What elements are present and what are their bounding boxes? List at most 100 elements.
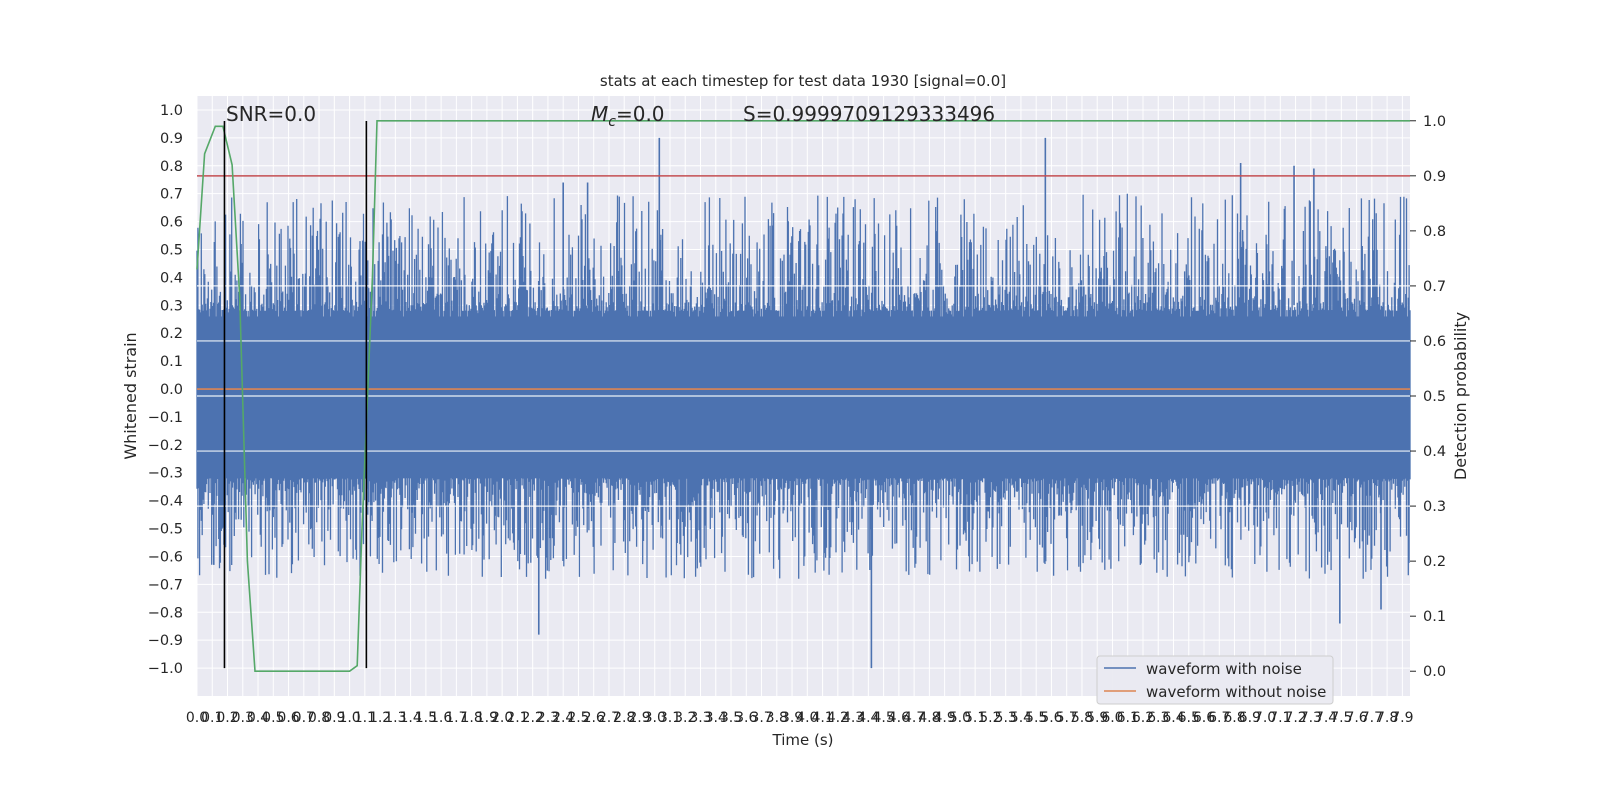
- x-tick-label: 0.1: [201, 710, 223, 726]
- x-tick-label: 0.5: [262, 710, 284, 726]
- y2-tick-label: 0.9: [1423, 169, 1446, 185]
- x-tick-label: 0.0: [186, 710, 208, 726]
- x-tick-label: 5.0: [949, 710, 971, 726]
- x-tick-label: 3.3: [689, 710, 711, 726]
- x-tick-label: 6.6: [1193, 710, 1215, 726]
- y-tick-label: 0.1: [160, 354, 183, 370]
- x-tick-label: 3.9: [781, 710, 803, 726]
- x-tick-label: 2.5: [567, 710, 589, 726]
- y2-tick-label: 0.7: [1423, 279, 1446, 295]
- x-tick-label: 4.9: [934, 710, 956, 726]
- x-tick-label: 5.7: [1056, 710, 1078, 726]
- x-tick-label: 7.9: [1391, 710, 1413, 726]
- y-tick-label: 0.2: [160, 326, 183, 342]
- y-tick-label: −0.7: [148, 577, 183, 593]
- x-tick-label: 5.1: [964, 710, 986, 726]
- x-tick-label: 3.8: [766, 710, 788, 726]
- x-tick-label: 6.0: [1101, 710, 1123, 726]
- waveform-with-noise-core: [197, 316, 1410, 473]
- x-tick-label: 3.1: [659, 710, 681, 726]
- x-tick-label: 4.7: [903, 710, 925, 726]
- x-tick-label: 4.2: [827, 710, 849, 726]
- y-axis-label: Whitened strain: [121, 332, 140, 459]
- x-tick-label: 0.3: [232, 710, 254, 726]
- x-tick-label: 7.3: [1300, 710, 1322, 726]
- y2-tick-label: 1.0: [1423, 114, 1446, 130]
- x-tick-label: 4.1: [811, 710, 833, 726]
- x-tick-label: 5.4: [1010, 710, 1032, 726]
- y-axis-ticks: 1.0 0.9 0.8 0.7 0.6 0.5 0.4 0.3 0.2 0.1 0.0 −0.1 −0.…: [148, 103, 183, 677]
- x-tick-label: 6.8: [1223, 710, 1245, 726]
- y-tick-label: −0.5: [148, 522, 183, 538]
- x-tick-label: 4.5: [872, 710, 894, 726]
- legend-box: [1096, 655, 1334, 705]
- mc-value: =0.0: [616, 102, 665, 126]
- y2-tick-label: 0.8: [1423, 224, 1446, 240]
- x-tick-label: 5.8: [1071, 710, 1093, 726]
- y-tick-label: −1.0: [148, 661, 183, 677]
- x-tick-label: 5.9: [1086, 710, 1108, 726]
- x-tick-label: 7.0: [1254, 710, 1276, 726]
- x-tick-label: 1.2: [369, 710, 391, 726]
- x-tick-label: 1.5: [415, 710, 437, 726]
- x-tick-label: 6.1: [1117, 710, 1139, 726]
- y-tick-label: 0.9: [160, 131, 183, 147]
- x-tick-label: 4.3: [842, 710, 864, 726]
- x-tick-label: 6.5: [1178, 710, 1200, 726]
- x-tick-label: 4.6: [888, 710, 910, 726]
- overlays: [196, 120, 1410, 673]
- x-tick-label: 1.7: [445, 710, 467, 726]
- y-tick-label: −0.4: [148, 494, 183, 510]
- x-tick-label: 7.7: [1361, 710, 1383, 726]
- x-tick-label: 0.9: [323, 710, 345, 726]
- x-tick-label: 3.7: [750, 710, 772, 726]
- x-tick-label: 6.3: [1147, 710, 1169, 726]
- chart-title: stats at each timestep for test data 193…: [600, 72, 1006, 90]
- y-tick-label: −0.1: [148, 410, 183, 426]
- y2-axis-label: Detection probability: [1451, 312, 1470, 480]
- y-tick-label: 0.6: [160, 215, 183, 231]
- x-tick-label: 2.3: [537, 710, 559, 726]
- x-tick-label: 5.6: [1040, 710, 1062, 726]
- y-tick-label: 0.8: [160, 159, 183, 175]
- x-tick-label: 6.7: [1208, 710, 1230, 726]
- x-tick-label: 7.8: [1376, 710, 1398, 726]
- mc-symbol: M: [591, 102, 608, 126]
- x-tick-label: 5.5: [1025, 710, 1047, 726]
- x-tick-label: 0.6: [277, 710, 299, 726]
- detection-probability-line: [196, 120, 1410, 673]
- x-tick-label: 3.0: [644, 710, 666, 726]
- x-tick-label: 3.6: [735, 710, 757, 726]
- x-tick-label: 2.8: [613, 710, 635, 726]
- x-tick-label: 6.9: [1239, 710, 1261, 726]
- x-tick-label: 7.2: [1284, 710, 1306, 726]
- y2-tick-label: 0.0: [1423, 664, 1446, 680]
- x-tick-label: 0.8: [308, 710, 330, 726]
- x-axis-ticks: 0.00.10.20.30.40.50.60.70.80.91.01.11.21…: [186, 710, 1414, 726]
- x-tick-label: 5.2: [979, 710, 1001, 726]
- x-tick-label: 2.7: [598, 710, 620, 726]
- y-tick-label: −0.2: [148, 438, 183, 454]
- y2-tick-label: 0.5: [1423, 389, 1446, 405]
- y2-tick-label: 0.1: [1423, 609, 1446, 625]
- waveform-with-noise-series: [196, 137, 1411, 669]
- x-tick-label: 1.0: [338, 710, 360, 726]
- x-tick-label: 4.8: [918, 710, 940, 726]
- x-tick-label: 4.4: [857, 710, 879, 726]
- x-tick-label: 4.0: [796, 710, 818, 726]
- y-tick-label: 0.0: [160, 382, 183, 398]
- x-tick-label: 1.9: [476, 710, 498, 726]
- x-tick-label: 2.9: [628, 710, 650, 726]
- y2-tick-label: 0.2: [1423, 554, 1446, 570]
- x-tick-label: 2.6: [583, 710, 605, 726]
- y2-tick-label: 0.6: [1423, 334, 1446, 350]
- x-tick-label: 7.5: [1330, 710, 1352, 726]
- x-tick-label: 2.0: [491, 710, 513, 726]
- x-tick-label: 3.4: [705, 710, 727, 726]
- x-tick-label: 3.2: [674, 710, 696, 726]
- y2-axis-ticks: 1.0 0.9 0.8 0.7 0.6 0.5 0.4 0.3 0.2 0.1 0.0: [1410, 114, 1446, 680]
- x-tick-label: 1.3: [384, 710, 406, 726]
- legend-label-noise: waveform with noise: [1146, 660, 1302, 678]
- mc-annotation: Mc=0.0: [591, 102, 665, 130]
- y-tick-label: 0.4: [160, 270, 183, 286]
